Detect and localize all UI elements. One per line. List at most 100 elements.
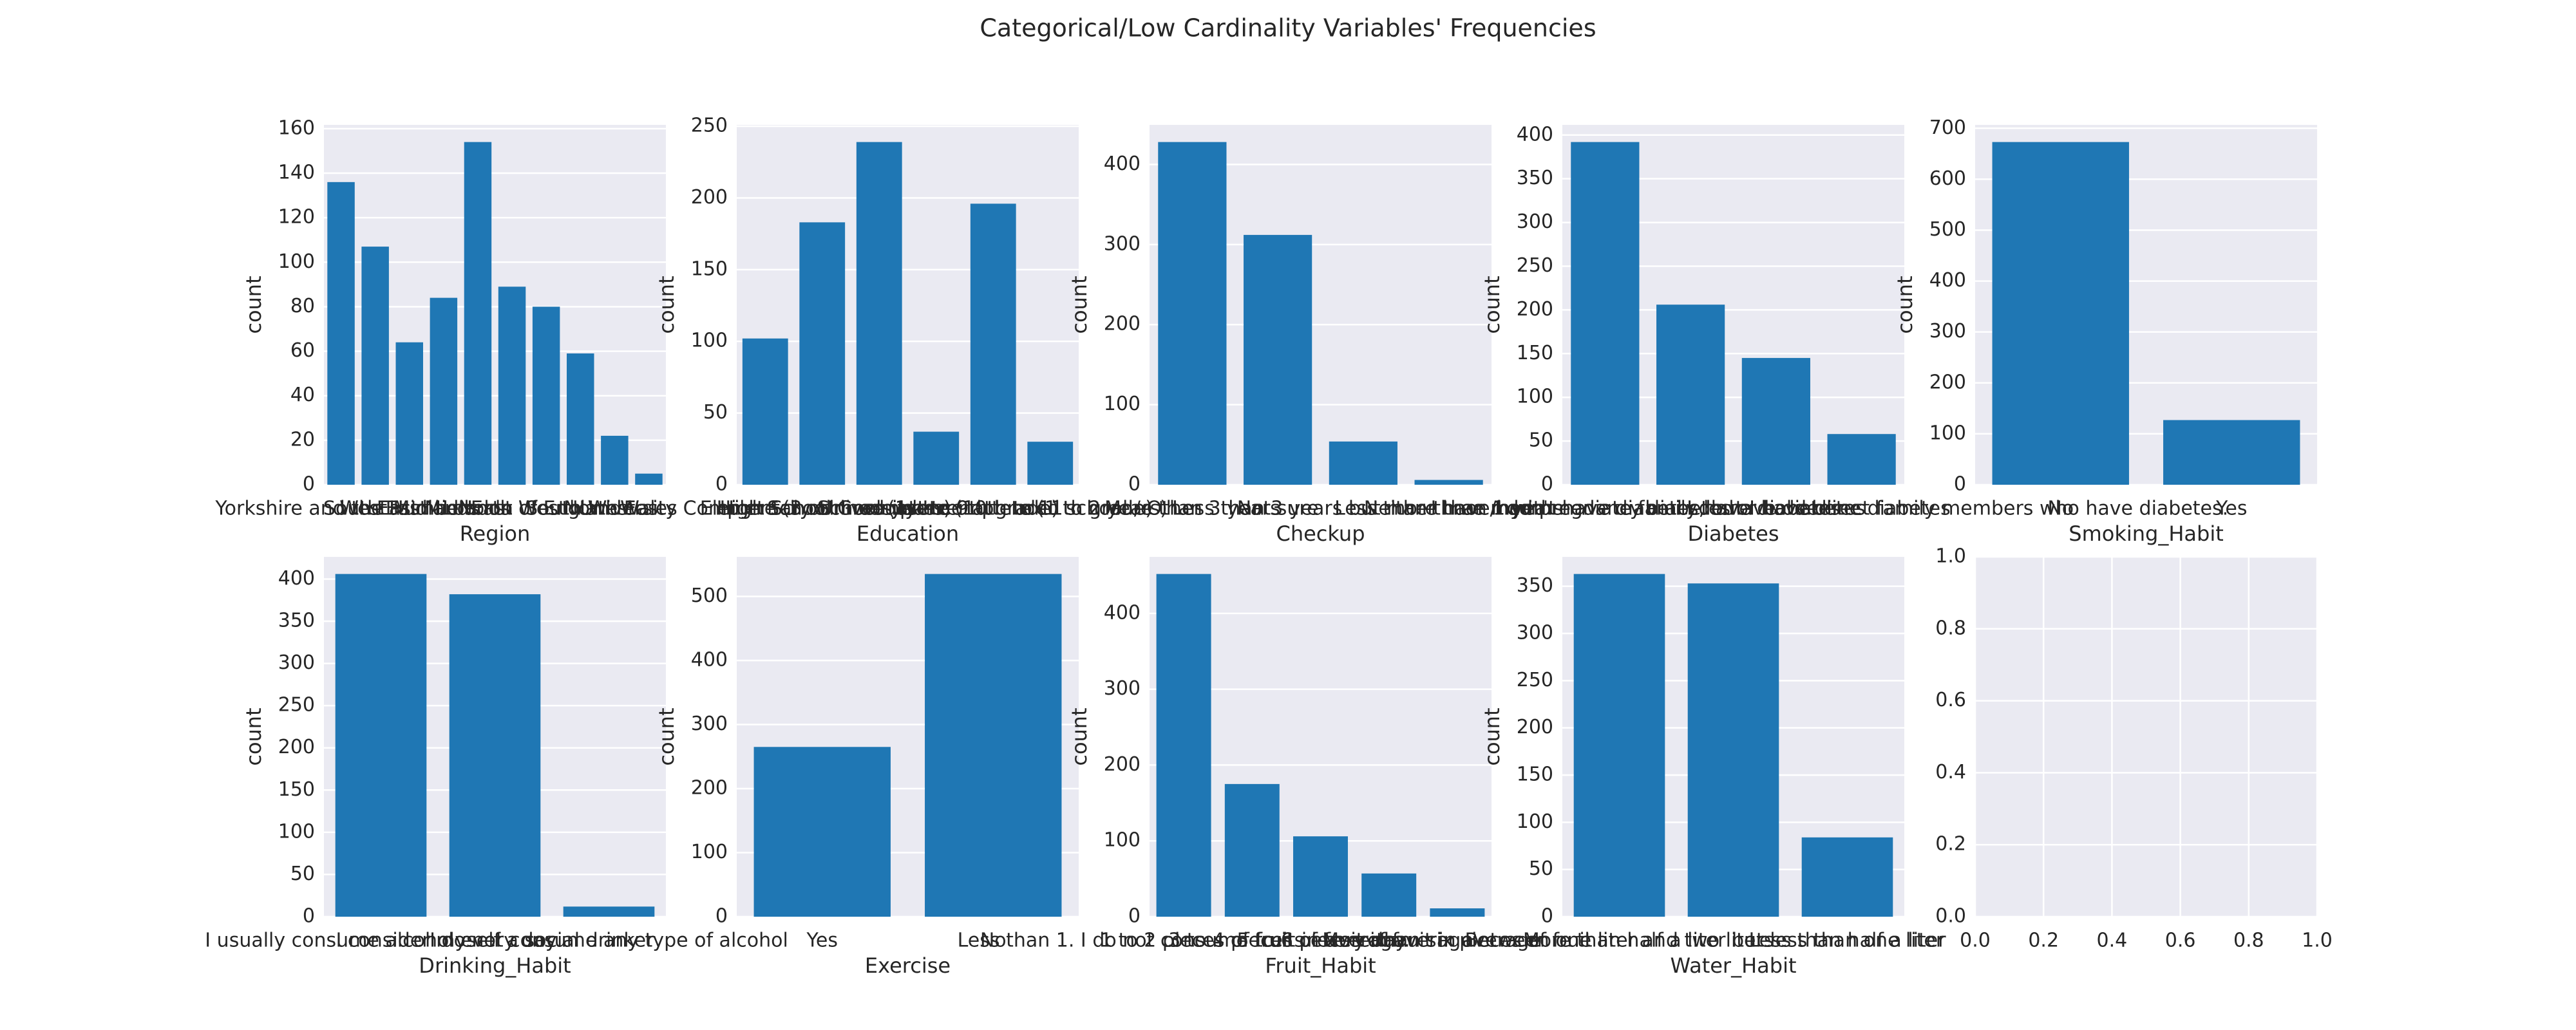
y-tick-label: 350 [1517,167,1553,189]
y-axis-label: count [1067,276,1092,333]
x-axis-label: Diabetes [1687,521,1779,546]
y-tick-label: 250 [691,115,728,137]
y-tick-label: 300 [1517,211,1553,233]
y-axis-label: count [1893,276,1917,333]
x-tick-label: Yes [2215,498,2247,520]
y-tick-label: 400 [1104,153,1141,175]
x-tick-label: East of England [471,498,622,520]
y-tick-label: 400 [691,648,728,671]
bar [2163,420,2300,485]
y-tick-label: 0.4 [1935,761,1966,783]
bar [1571,142,1640,485]
x-axis-label: Fruit_Habit [1265,953,1376,978]
y-tick-label: 300 [1104,677,1141,700]
y-tick-label: 200 [1104,753,1141,776]
y-axis-label: count [242,707,266,765]
bar [567,353,594,485]
bar [532,306,560,485]
x-tick-label: 1 to 2 pieces of fruit in average [1100,930,1405,952]
y-tick-label: 0 [1541,473,1553,496]
x-tick-label: University Complete (3 or more years) [580,498,951,520]
x-tick-label: South West [526,498,636,520]
y-tick-label: 0.6 [1935,689,1966,711]
y-tick-label: 150 [1517,763,1553,786]
y-tick-label: 50 [1529,857,1553,880]
y-tick-label: 100 [278,820,315,843]
bar [1992,142,2129,485]
y-axis-label: count [242,276,266,333]
bar [498,286,526,485]
plot-background [1975,557,2317,917]
y-tick-label: 0 [1128,473,1141,496]
y-axis-label: count [654,276,679,333]
y-tick-label: 100 [1104,829,1141,852]
x-tick-label: Not sure [1237,498,1319,520]
y-tick-label: 100 [278,250,315,273]
y-tick-label: 40 [290,384,315,406]
bar [635,473,663,485]
bar [430,297,458,485]
x-tick-label: Less than 1. I do not consume fruits eve… [958,930,1410,952]
y-tick-label: 600 [1929,167,1966,190]
x-tick-label: 0.8 [2233,930,2264,952]
y-tick-label: 250 [1517,254,1553,277]
y-tick-label: 400 [1104,601,1141,624]
x-tick-label: Elementary School (1st to 9th grade) [700,498,1059,520]
plot-background [737,125,1079,485]
x-tick-label: 0.4 [2097,930,2128,952]
bar [925,574,1062,917]
bar [856,142,902,485]
bar [1430,908,1485,917]
x-tick-label: West Midlands [339,498,479,520]
bar [1027,442,1074,485]
y-tick-label: 250 [1517,669,1553,691]
bar [970,203,1016,485]
y-tick-label: 400 [278,567,315,590]
bar [1801,837,1893,917]
y-tick-label: 60 [290,339,315,362]
y-tick-label: 200 [1929,371,1966,393]
y-tick-label: 0.2 [1935,833,1966,856]
x-tick-label: 1.0 [2302,930,2333,952]
x-axis-label: Water_Habit [1670,953,1796,978]
x-tick-label: 3 to 4 pieces of fruit in average [1168,930,1473,952]
bar [742,338,788,485]
y-tick-label: 100 [1517,386,1553,408]
y-tick-label: 20 [290,428,315,451]
bar [1741,358,1810,485]
y-tick-label: 120 [278,206,315,229]
bar [753,747,891,917]
x-tick-label: University Incomplete (1 to 2 years) [819,498,1168,520]
bar [1414,480,1483,485]
y-tick-label: 500 [691,585,728,607]
x-tick-label: 0.6 [2165,930,2196,952]
y-tick-label: 140 [278,162,315,184]
y-tick-label: 700 [1929,117,1966,139]
x-tick-label: More than six pieces of fruit [1322,930,1593,952]
x-tick-label: I never attended school / Other [899,498,1202,520]
x-tick-label: I usually consume alcohol every day [205,930,556,952]
y-tick-label: 0 [1954,473,1966,496]
y-tick-label: 0 [303,905,315,928]
y-tick-label: 80 [290,295,315,317]
x-tick-label: East Midlands [377,498,511,520]
bar [464,142,492,485]
x-tick-label: Less than half a liter [1748,930,1946,952]
y-tick-label: 500 [1929,218,1966,241]
x-tick-label: I don't have diabetes, but I have direct… [1495,498,2228,520]
y-tick-label: 150 [1517,342,1553,364]
x-axis-label: Education [857,521,959,546]
bar [335,574,427,917]
x-tick-label: More than half a liter but less than one… [1523,930,1944,952]
x-axis-label: Smoking_Habit [2069,521,2224,546]
y-tick-label: 50 [703,401,728,424]
bar [1361,873,1417,917]
figure-title: Categorical/Low Cardinality Variables' F… [980,14,1596,42]
x-tick-label: I have/had pregnancy diabetes or borderl… [1431,498,1951,520]
bar [1329,441,1397,485]
x-tick-label: 5 to 6 pieces of fruit in average [1236,930,1541,952]
y-tick-label: 0 [303,473,315,496]
bar [913,431,960,485]
x-tick-label: I do not consume any type of alcohol [430,930,788,952]
